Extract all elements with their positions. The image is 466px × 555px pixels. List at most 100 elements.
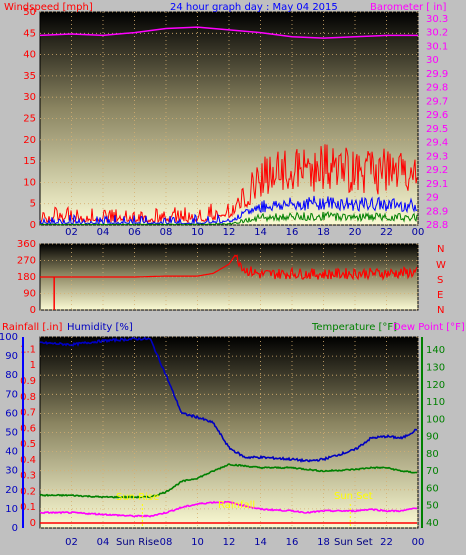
temperature-y-tick: 110 xyxy=(426,397,445,408)
temperature-label: Temperature [°F] xyxy=(311,322,397,333)
wind-x-tick: 04 xyxy=(97,227,110,238)
humidity-line xyxy=(39,336,418,463)
wind-x-tick: 06 xyxy=(128,227,141,238)
humidity-y-tick: 20 xyxy=(5,485,18,496)
weather-x-tick: 12 xyxy=(223,537,236,548)
barometer-y-tick: 30.2 xyxy=(426,28,448,39)
barometer-y-tick: 28.8 xyxy=(426,220,448,231)
barometer-y-tick: 30 xyxy=(426,55,439,66)
humidity-y-tick: 80 xyxy=(5,370,18,381)
rainfall-y-tick: 1.1 xyxy=(20,344,36,355)
humidity-y-tick: 40 xyxy=(5,447,18,458)
direction-series xyxy=(40,254,418,310)
rainfall-y-tick: 0.7 xyxy=(20,408,36,419)
dewpoint-label: Dew Point [°F] xyxy=(393,322,465,333)
temperature-y-tick: 120 xyxy=(426,380,445,391)
wind-x-tick: 10 xyxy=(191,227,204,238)
sunset-annotation: Sun Set xyxy=(334,491,373,502)
wind-plot-area xyxy=(39,11,419,226)
rainfall-y-tick: 0.4 xyxy=(20,455,36,466)
wind-y-tick: 25 xyxy=(23,114,36,125)
barometer-y-tick: 29.1 xyxy=(426,179,448,190)
barometer-y-tick: 29 xyxy=(426,193,439,204)
wind-x-tick: 00 xyxy=(412,227,425,238)
rainfall-y-tick: 0.9 xyxy=(20,376,36,387)
rainfall-y-tick: 0 xyxy=(30,518,36,529)
compass-n-bottom: N xyxy=(437,305,444,316)
barometer-y-tick: 28.9 xyxy=(426,206,448,217)
wind-y-tick: 30 xyxy=(23,92,36,103)
barometer-y-tick: 29.7 xyxy=(426,96,448,107)
compass-e: E xyxy=(437,290,443,301)
wind-y-tick: 0 xyxy=(30,220,36,231)
weather-x-tick: 08 xyxy=(160,537,173,548)
windspeed-label: Windspeed [mph] xyxy=(4,2,93,13)
barometer-label: Barometer [ in] xyxy=(370,2,446,13)
weather-x-tick: 14 xyxy=(254,537,267,548)
temperature-y-tick: 40 xyxy=(426,518,439,529)
barometer-y-tick: 29.2 xyxy=(426,165,448,176)
temperature-y-tick: 50 xyxy=(426,501,439,512)
wind-x-tick: 22 xyxy=(380,227,393,238)
direction-y-tick: 270 xyxy=(17,256,36,267)
wind-y-tick: 15 xyxy=(23,156,36,167)
humidity-label: Humidity [%] xyxy=(67,322,133,333)
weather-x-tick: 10 xyxy=(191,537,204,548)
barometer-y-tick: 29.8 xyxy=(426,83,448,94)
temperature-y-tick: 60 xyxy=(426,483,439,494)
direction-y-tick: 360 xyxy=(17,239,36,250)
wind-y-tick: 50 xyxy=(23,7,36,18)
compass-s: S xyxy=(437,275,443,286)
wind-y-tick: 35 xyxy=(23,71,36,82)
rainfall-y-tick: 1 xyxy=(30,360,36,371)
humidity-y-tick: 70 xyxy=(5,389,18,400)
compass-n-top: N xyxy=(437,244,444,255)
wind-x-tick: 18 xyxy=(317,227,330,238)
windspeed-lull-line xyxy=(39,210,418,226)
rainfall-y-tick: 0.2 xyxy=(20,486,36,497)
barometer-y-tick: 29.3 xyxy=(426,151,448,162)
windspeed-gust-line xyxy=(39,144,418,224)
barometer-y-tick: 29.5 xyxy=(426,124,448,135)
weather-x-tick: 18 xyxy=(317,537,330,548)
weather-x-tick: 02 xyxy=(65,537,78,548)
wind-y-tick: 40 xyxy=(23,50,36,61)
wind-series xyxy=(39,26,418,226)
humidity-y-tick: 50 xyxy=(5,428,18,439)
compass-w: W xyxy=(436,260,446,271)
humidity-y-tick: 0 xyxy=(12,523,18,534)
barometer-line xyxy=(39,26,418,39)
weather-x-tick: 00 xyxy=(412,537,425,548)
temperature-line xyxy=(39,463,418,499)
temperature-y-tick: 100 xyxy=(426,414,445,425)
weather-x-tick: 16 xyxy=(286,537,299,548)
rainfall-y-tick: 0.6 xyxy=(20,423,36,434)
wind-x-tick: 08 xyxy=(160,227,173,238)
chart-title: 24 hour graph day : May 04 2015 xyxy=(170,2,338,13)
temperature-y-tick: 130 xyxy=(426,362,445,373)
direction-y-tick: 0 xyxy=(30,305,36,316)
barometer-y-tick: 30.1 xyxy=(426,41,448,52)
humidity-y-tick: 90 xyxy=(5,351,18,362)
wind-y-tick: 20 xyxy=(23,135,36,146)
wind-x-tick: 20 xyxy=(349,227,362,238)
wind-y-tick: 45 xyxy=(23,28,36,39)
humidity-y-tick: 10 xyxy=(5,504,18,515)
rainfall-annotation: Rainfall xyxy=(218,500,255,511)
barometer-y-tick: 29.9 xyxy=(426,69,448,80)
humidity-y-tick: 60 xyxy=(5,408,18,419)
rainfall-y-tick: 0.8 xyxy=(20,392,36,403)
barometer-y-tick: 29.4 xyxy=(426,138,448,149)
weather-x-tick: 04 xyxy=(97,537,110,548)
wind-x-tick: 16 xyxy=(286,227,299,238)
sunrise-annotation: Sun Rise xyxy=(116,492,159,503)
weather-grid: 010203040506070809010000.10.20.30.40.50.… xyxy=(0,332,445,548)
barometer-y-tick: 29.6 xyxy=(426,110,448,121)
dewpoint-line xyxy=(39,500,418,518)
rainfall-y-tick: 0.3 xyxy=(20,471,36,482)
temperature-y-tick: 140 xyxy=(426,345,445,356)
rainfall-y-tick: 0.5 xyxy=(20,439,36,450)
wind-y-tick: 5 xyxy=(30,199,36,210)
